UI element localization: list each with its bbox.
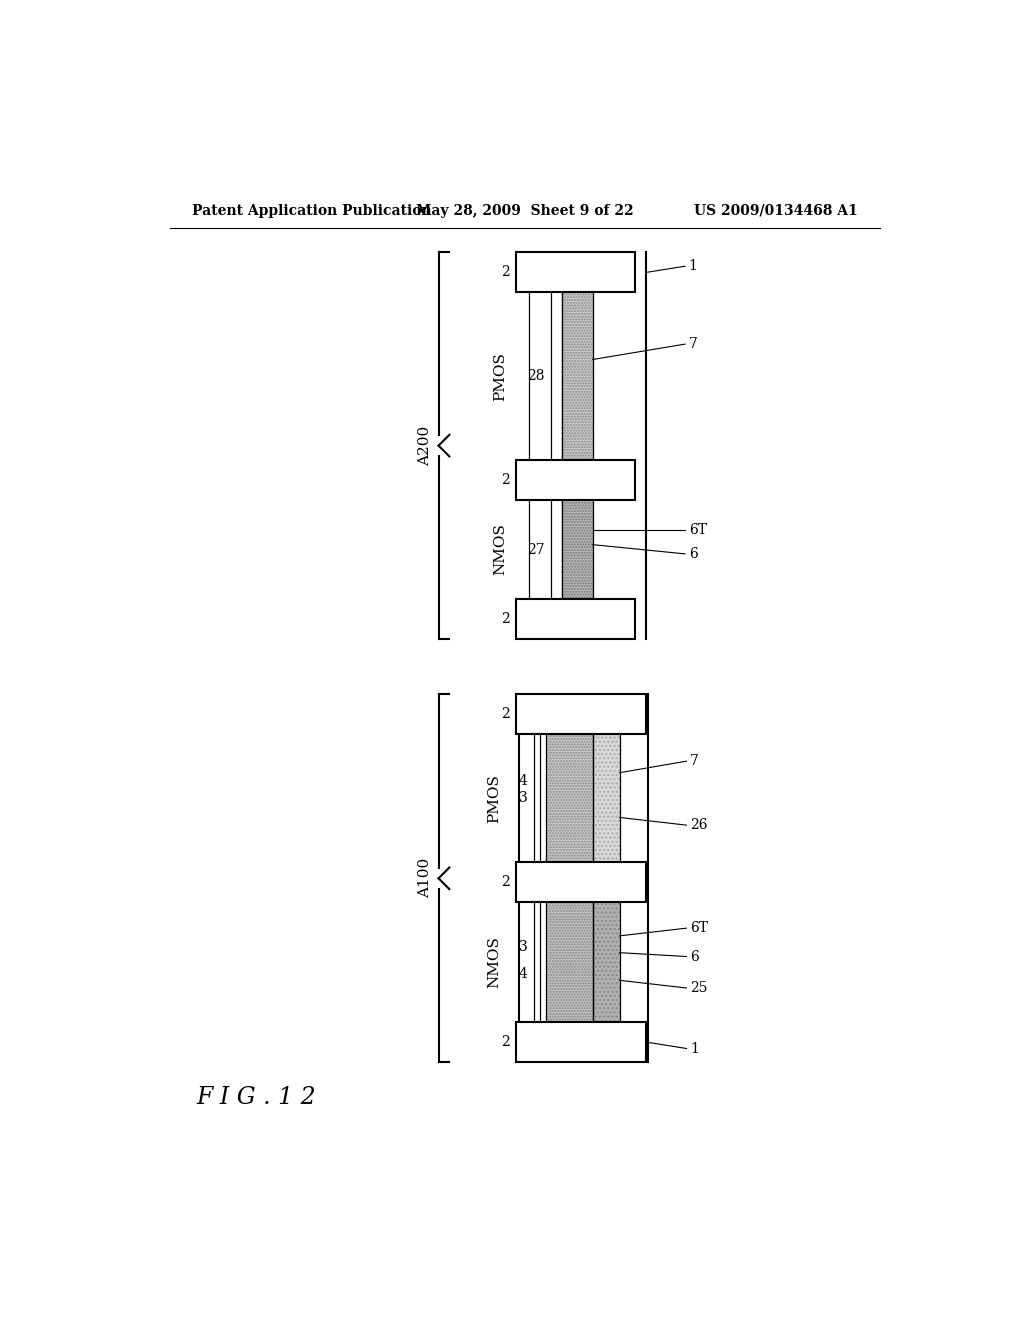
Text: F I G . 1 2: F I G . 1 2: [196, 1086, 315, 1109]
Text: 1: 1: [689, 259, 697, 273]
Text: 6T: 6T: [689, 523, 707, 537]
Text: 7: 7: [690, 754, 699, 768]
Text: May 28, 2009  Sheet 9 of 22: May 28, 2009 Sheet 9 of 22: [416, 203, 634, 218]
Text: 25: 25: [690, 981, 708, 995]
Bar: [593, 903, 620, 1022]
Text: NMOS: NMOS: [487, 936, 501, 989]
Bar: [515, 694, 646, 734]
Bar: [516, 252, 635, 293]
Bar: [516, 599, 635, 639]
Text: PMOS: PMOS: [494, 352, 507, 401]
Text: 2: 2: [501, 708, 509, 721]
Text: 3: 3: [519, 940, 528, 954]
Bar: [562, 500, 593, 599]
Text: 6T: 6T: [690, 921, 709, 935]
Bar: [516, 461, 635, 500]
Bar: [547, 734, 593, 862]
Text: NMOS: NMOS: [494, 524, 507, 576]
Text: 2: 2: [501, 612, 510, 626]
Text: A200: A200: [418, 425, 432, 466]
Text: 6: 6: [690, 949, 699, 964]
Text: 3: 3: [519, 791, 528, 805]
Text: A100: A100: [418, 858, 432, 899]
Text: 4: 4: [519, 966, 528, 981]
Bar: [562, 293, 593, 461]
Text: US 2009/0134468 A1: US 2009/0134468 A1: [693, 203, 857, 218]
Text: 2: 2: [501, 265, 510, 280]
Text: 2: 2: [501, 474, 510, 487]
Bar: [515, 862, 646, 903]
Text: 27: 27: [527, 543, 545, 557]
Text: 1: 1: [690, 1041, 699, 1056]
Text: 26: 26: [690, 818, 708, 832]
Text: PMOS: PMOS: [487, 774, 501, 822]
Bar: [547, 903, 593, 1022]
Bar: [515, 1022, 646, 1063]
Text: 28: 28: [527, 370, 545, 383]
Text: 2: 2: [501, 1035, 509, 1049]
Bar: [593, 734, 620, 862]
Text: 6: 6: [689, 546, 697, 561]
Text: 2: 2: [501, 875, 509, 890]
Text: 7: 7: [689, 337, 697, 351]
Text: 4: 4: [519, 775, 528, 788]
Text: Patent Application Publication: Patent Application Publication: [193, 203, 432, 218]
